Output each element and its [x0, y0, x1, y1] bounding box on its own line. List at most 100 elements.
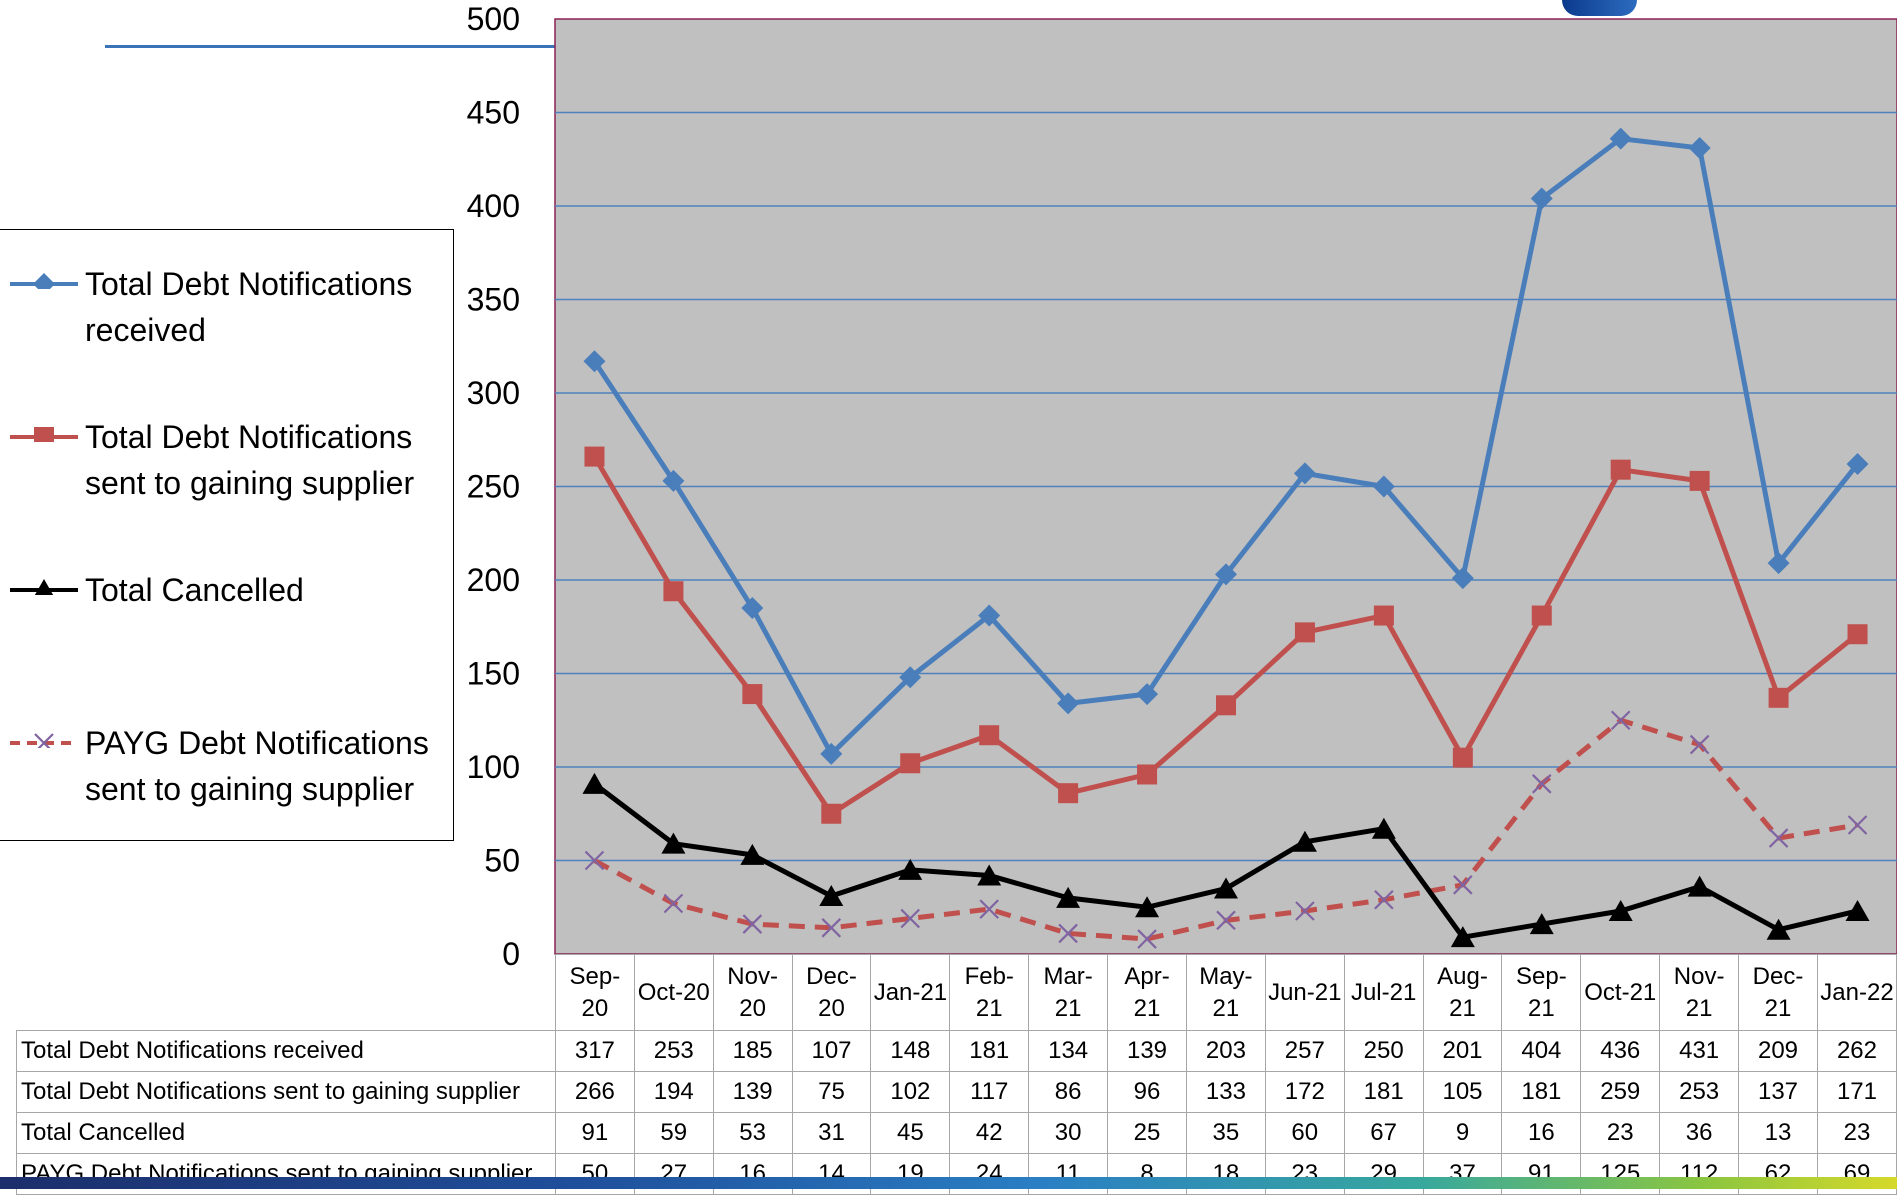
table-cell: 36 [1659, 1112, 1740, 1154]
data-point [662, 469, 685, 492]
category-label: Aug- 21 [1422, 954, 1503, 1031]
table-cell: 107 [791, 1030, 872, 1072]
data-point [1608, 899, 1633, 921]
table-row: Total Cancelled 91 59 53 31 45 42 30 25 35 60 67 9 16… [16, 1112, 1897, 1154]
data-point [1058, 783, 1079, 804]
y-tick-label: 50 [484, 843, 520, 879]
category-label: Jun-21 [1264, 954, 1345, 1031]
data-point [1531, 774, 1552, 794]
data-point [1058, 923, 1078, 944]
table-cell: 23 [1580, 1112, 1661, 1154]
data-point [1688, 137, 1711, 160]
data-point [34, 733, 54, 748]
data-point [740, 843, 765, 865]
data-point [1845, 899, 1870, 921]
data-point [1372, 475, 1395, 498]
category-label: Nov- 21 [1659, 954, 1740, 1031]
table-row: Total Debt Notifications sent to gaining… [16, 1071, 1897, 1113]
series-0 [583, 127, 1869, 765]
table-cell: 35 [1185, 1112, 1266, 1154]
data-point [1057, 692, 1080, 715]
data-point [1529, 913, 1554, 935]
data-point [742, 684, 763, 705]
data-point [1135, 896, 1160, 918]
table-cell: 266 [554, 1071, 635, 1113]
data-point [741, 597, 764, 620]
data-point [583, 350, 606, 373]
series-1 [584, 446, 1868, 824]
legend-symbol [10, 579, 78, 595]
data-point [978, 604, 1001, 627]
data-point [1609, 127, 1632, 150]
data-point [1293, 462, 1316, 485]
data-point [1371, 817, 1396, 839]
table-cell: 53 [712, 1112, 793, 1154]
data-point [1452, 747, 1473, 768]
y-tick-label: 200 [467, 562, 520, 598]
y-tick-label: 250 [467, 469, 520, 505]
table-cell: 259 [1580, 1071, 1661, 1113]
row-label: Total Cancelled [16, 1112, 556, 1154]
table-cell: 105 [1422, 1071, 1503, 1113]
table-cell: 137 [1738, 1071, 1818, 1113]
category-label: Oct-21 [1580, 954, 1661, 1031]
series-3 [584, 710, 1868, 949]
data-point [900, 908, 921, 929]
data-point [1530, 187, 1553, 210]
data-point [821, 803, 842, 824]
data-point [1373, 605, 1394, 626]
legend-label: Total Debt Notifications [85, 419, 413, 455]
data-point [1687, 875, 1712, 897]
table-cell: 139 [712, 1071, 793, 1113]
category-label: Mar- 21 [1028, 954, 1109, 1031]
table-cell: 253 [1659, 1071, 1740, 1113]
legend-symbol [10, 273, 78, 289]
table-cell: 9 [1422, 1112, 1503, 1154]
table-cell: 181 [1501, 1071, 1582, 1113]
data-point [582, 772, 607, 794]
data-point [584, 850, 605, 871]
data-point [1768, 828, 1789, 848]
table-cell: 148 [870, 1030, 951, 1072]
data-point [1847, 624, 1868, 645]
category-label: Dec- 21 [1738, 954, 1818, 1031]
table-cell: 181 [949, 1030, 1030, 1072]
data-point [1136, 683, 1159, 706]
category-label: Dec- 20 [791, 954, 872, 1031]
category-label: Jan-21 [870, 954, 951, 1031]
table-cell: 181 [1343, 1071, 1424, 1113]
row-label: Total Debt Notifications received [16, 1030, 556, 1072]
y-tick-label: 350 [467, 282, 520, 318]
table-cell: 117 [949, 1071, 1030, 1113]
data-point [34, 427, 54, 442]
category-label: Oct-20 [633, 954, 714, 1031]
data-point [1610, 710, 1631, 731]
table-cell: 203 [1185, 1030, 1266, 1072]
data-point [1056, 886, 1081, 908]
data-point [979, 725, 1000, 746]
category-label: Sep- 21 [1501, 954, 1582, 1031]
table-cell: 75 [791, 1071, 872, 1113]
legend-label: received [85, 312, 206, 348]
table-row: Total Debt Notifications received 317 253 1… [16, 1030, 1897, 1072]
header-rule [105, 45, 555, 48]
data-point [663, 581, 684, 602]
table-cell: 23 [1816, 1112, 1897, 1154]
data-point [1137, 764, 1158, 785]
category-label: Nov- 20 [712, 954, 793, 1031]
data-point [34, 579, 54, 595]
data-point [1768, 687, 1789, 708]
y-tick-label: 400 [467, 188, 520, 224]
table-cell: 209 [1738, 1030, 1818, 1072]
data-point [900, 753, 921, 774]
table-cell: 30 [1028, 1112, 1109, 1154]
legend-symbol [10, 733, 78, 748]
table-cell: 262 [1816, 1030, 1897, 1072]
data-point [661, 832, 686, 854]
y-tick-label: 500 [467, 1, 520, 37]
table-cell: 194 [633, 1071, 714, 1113]
series-2 [582, 772, 1870, 948]
table-cell: 60 [1264, 1112, 1345, 1154]
data-point [1689, 734, 1710, 755]
table-cell: 172 [1264, 1071, 1345, 1113]
